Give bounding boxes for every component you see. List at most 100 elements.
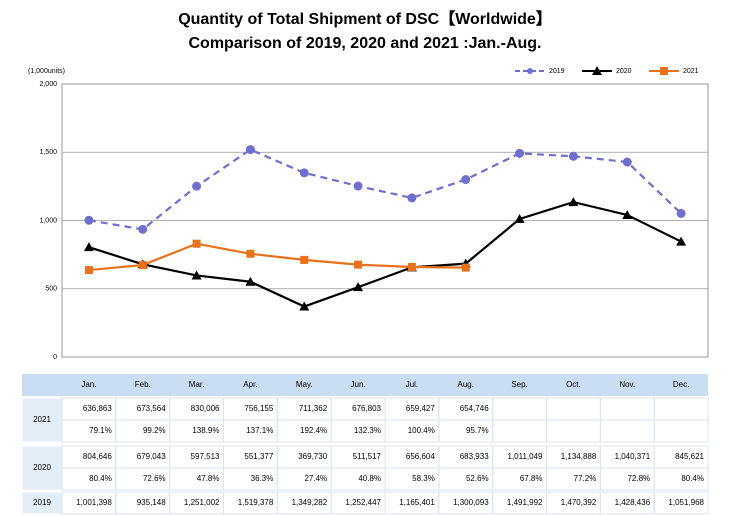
series-line: [88, 242, 466, 272]
marker: [245, 276, 256, 286]
cell-border: [653, 491, 709, 515]
row-label: 2020: [33, 463, 51, 472]
table-value: 1,252,447: [345, 498, 381, 507]
table-ratio: 95.7%: [466, 426, 489, 435]
cell-border: [492, 419, 547, 443]
table-value: 673,564: [137, 404, 166, 413]
marker: [299, 301, 310, 311]
marker: [514, 213, 525, 223]
table-value: 711,362: [299, 404, 328, 413]
series-line: [88, 200, 682, 308]
legend-marker: [660, 67, 668, 75]
series-line: [88, 148, 682, 231]
table-value: 511,517: [353, 452, 382, 461]
chart-title: Quantity of Total Shipment of DSC【Worldw…: [178, 10, 552, 28]
marker: [622, 157, 632, 167]
table-ratio: 67.8%: [520, 474, 543, 483]
marker: [676, 208, 686, 218]
marker: [192, 239, 201, 248]
table-month: Aug.: [458, 380, 474, 389]
table-ratio: 100.4%: [408, 426, 435, 435]
table-ratio: 77.2%: [574, 474, 597, 483]
table-value: 1,134,888: [561, 452, 597, 461]
table-ratio: 47.8%: [197, 474, 220, 483]
table-value: 659,427: [406, 404, 435, 413]
marker: [353, 282, 364, 292]
row-label: 2019: [33, 498, 51, 507]
y-tick-label: 500: [45, 286, 57, 293]
table-month: Jul.: [406, 380, 418, 389]
legend-label: 2020: [616, 68, 632, 75]
cell-border: [546, 419, 601, 443]
marker: [300, 255, 309, 264]
cell-border: [653, 467, 709, 491]
marker: [245, 145, 255, 155]
table-value: 935,148: [137, 498, 166, 507]
table-ratio: 137.1%: [246, 426, 273, 435]
marker: [84, 266, 93, 275]
table-value: 1,040,371: [615, 452, 651, 461]
cell-border: [599, 397, 655, 421]
table-month: Jun.: [351, 380, 366, 389]
table-value: 676,803: [352, 404, 381, 413]
marker: [353, 181, 363, 191]
legend-marker: [527, 68, 533, 74]
table-value: 636,863: [83, 404, 112, 413]
table-ratio: 80.4%: [89, 474, 112, 483]
table-value: 756,155: [244, 404, 273, 413]
table-header: [22, 374, 708, 396]
y-tick-label: 1,000: [39, 217, 57, 224]
row-label-cell: [21, 397, 63, 443]
marker: [299, 168, 309, 178]
marker: [515, 148, 525, 158]
table-value: 1,011,049: [508, 452, 544, 461]
marker: [676, 236, 687, 246]
cell-border: [653, 419, 709, 443]
table-ratio: 40.8%: [358, 474, 381, 483]
table-value: 1,165,401: [399, 498, 435, 507]
row-label: 2021: [33, 415, 51, 424]
table-value: 1,470,392: [561, 498, 597, 507]
table-ratio: 72.6%: [143, 474, 166, 483]
legend-marker: [592, 66, 602, 75]
table-value: 679,043: [137, 452, 166, 461]
table-value: 369,730: [298, 452, 327, 461]
table-value: 1,519,378: [238, 498, 274, 507]
table-ratio: 79.1%: [89, 426, 112, 435]
cell-border: [653, 397, 709, 421]
marker: [568, 151, 578, 161]
marker: [407, 193, 417, 203]
marker: [461, 175, 471, 185]
cell-border: [599, 419, 655, 443]
cell-border: [492, 397, 547, 421]
table-month: Apr.: [243, 380, 257, 389]
marker: [138, 261, 147, 270]
table-month: Feb.: [135, 380, 151, 389]
row-label-cell: [21, 445, 63, 491]
marker: [354, 260, 363, 269]
table-value: 845,621: [675, 452, 704, 461]
marker: [191, 270, 202, 280]
marker: [622, 209, 633, 219]
table-ratio: 132.3%: [354, 426, 381, 435]
y-tick-label: 1,500: [39, 149, 57, 156]
table-value: 1,001,398: [76, 498, 112, 507]
legend-label: 2021: [683, 68, 699, 75]
table-ratio: 27.4%: [304, 474, 327, 483]
marker: [407, 262, 416, 271]
table-month: Mar.: [189, 380, 205, 389]
table-month: Oct.: [566, 380, 581, 389]
table-ratio: 58.3%: [412, 474, 435, 483]
y-tick-label: 2,000: [39, 81, 57, 88]
table-value: 1,251,002: [184, 498, 220, 507]
table-value: 597,513: [191, 452, 220, 461]
marker: [568, 197, 579, 207]
table-ratio: 99.2%: [143, 426, 166, 435]
table-value: 551,377: [244, 452, 273, 461]
table-ratio: 138.9%: [192, 426, 219, 435]
table-value: 654,746: [460, 404, 489, 413]
marker: [138, 224, 148, 234]
table-ratio: 192.4%: [300, 426, 327, 435]
table-ratio: 72.8%: [627, 474, 650, 483]
